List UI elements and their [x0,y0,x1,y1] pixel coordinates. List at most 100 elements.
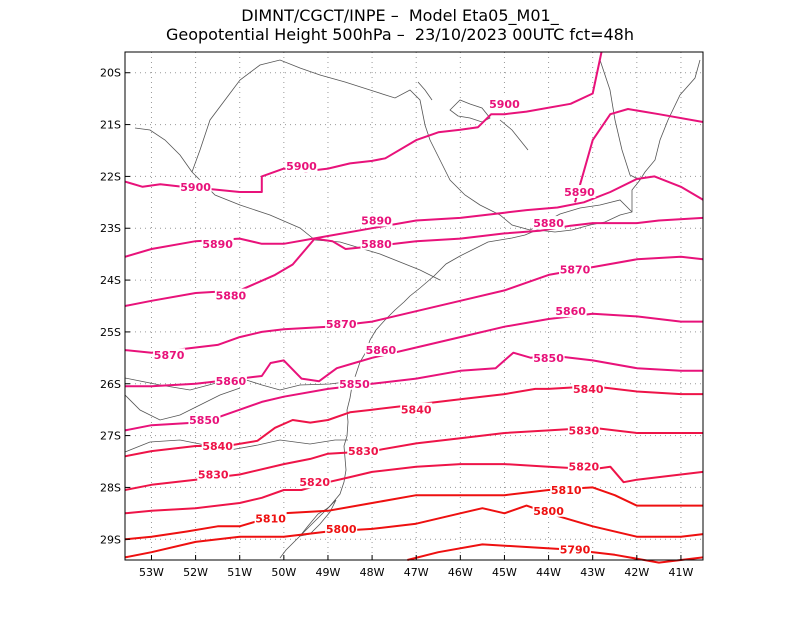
y-tick-label: 20S [100,67,121,80]
state-border-pr-sc [124,377,361,391]
contour-5900 [574,108,704,203]
contour-label-bg [360,236,393,250]
y-tick-label: 27S [100,430,121,443]
contour-label-5840: 5840 [202,440,233,453]
contour-label-5880: 5880 [361,238,392,251]
contour-label-bg [532,503,565,517]
contour-label-bg [214,374,247,388]
contour-label-bg [285,159,318,173]
contour-label-5900: 5900 [180,181,211,194]
contour-label-5860: 5860 [555,305,586,318]
contour-5810 [124,486,703,541]
contour-label-5860: 5860 [216,375,247,388]
contour-label-bg [559,542,592,556]
contour-label-5850: 5850 [189,414,220,427]
y-tick-label: 23S [100,222,121,235]
x-tick-label: 45W [492,566,517,579]
chart-title: DIMNT/CGCT/INPE – Model Eta05_M01_ Geopo… [0,6,800,44]
contour-label-5850: 5850 [533,352,564,365]
y-tick-label: 28S [100,481,121,494]
state-border-pr-sp [191,171,441,281]
y-tick-label: 25S [100,326,121,339]
contour-label-5830: 5830 [198,468,229,481]
state-border-sp-mg [191,59,531,231]
contour-label-5800: 5800 [533,505,564,518]
contour-label-bg [153,348,186,362]
x-tick-label: 41W [669,566,694,579]
contour-5860 [125,312,703,388]
contour-5820 [124,463,704,515]
contour-label-bg [364,343,397,357]
contour-label-bg [488,96,521,110]
coastline-and-borders [124,59,701,559]
contour-labels: 5900 5900 5900 5890 5890 5890 5880 5880 5880 5870… [153,96,605,557]
contour-label-5860: 5860 [366,344,397,357]
contour-label-5810: 5810 [255,513,286,526]
x-axis-ticks: 53W 52W 51W 50W 49W 48W 47W 46W 45W 44W 43W 42W 41W [139,555,693,579]
contour-label-5830: 5830 [348,445,379,458]
title-line-2: Geopotential Height 500hPa – 23/10/2023 … [165,25,634,44]
contour-label-5900: 5900 [489,98,520,111]
contour-label-5880: 5880 [533,217,564,230]
y-axis-ticks: 20S 21S 22S 23S 24S 25S 26S 27S 28S 29S [100,67,130,546]
title-line-1: DIMNT/CGCT/INPE – Model Eta05_M01_ [241,6,559,25]
contour-label-bg [214,288,247,302]
x-tick-label: 42W [624,566,649,579]
contour-label-bg [338,376,371,390]
contour-label-bg [554,304,587,318]
state-border-mg-es [599,59,641,181]
contour-label-bg [400,402,433,416]
state-border-sc-rs [124,439,348,453]
contour-label-bg [201,236,234,250]
contour-5890 [124,175,704,258]
contour-label-bg [550,483,583,497]
contour-label-bg [563,184,596,198]
contour-label-bg [197,467,230,481]
contour-label-bg [360,213,393,227]
lagoa-dos-patos [299,499,337,537]
contour-label-bg [179,179,212,193]
x-tick-label: 51W [227,566,252,579]
contour-label-5820: 5820 [299,476,330,489]
contour-label-bg [325,317,358,331]
x-tick-label: 52W [183,566,208,579]
contour-label-5840: 5840 [401,404,432,417]
contour-label-5830: 5830 [569,424,600,437]
contour-label-5890: 5890 [202,238,233,251]
contour-label-bg [532,350,565,364]
contour-label-5890: 5890 [564,186,595,199]
contour-label-bg [298,475,331,489]
contour-label-bg [254,511,287,525]
x-tick-label: 44W [536,566,561,579]
contour-label-5870: 5870 [560,264,591,277]
contour-label-5810: 5810 [551,484,582,497]
contour-label-5840: 5840 [573,383,604,396]
contour-5880 [124,216,704,307]
x-tick-label: 49W [316,566,341,579]
contour-label-bg [559,262,592,276]
x-tick-label: 53W [139,566,164,579]
contour-5870 [124,255,704,354]
contour-lines [124,51,704,564]
contour-label-bg [532,216,565,230]
contour-label-bg [572,381,605,395]
y-tick-label: 26S [100,378,121,391]
x-tick-label: 47W [404,566,429,579]
contour-5790 [407,543,704,564]
y-tick-label: 29S [100,533,121,546]
contour-label-5820: 5820 [569,461,600,474]
contour-label-bg [201,438,234,452]
contour-label-5870: 5870 [326,318,357,331]
contour-label-bg [567,423,600,437]
y-tick-label: 22S [100,170,121,183]
contour-5800 [124,504,704,559]
contour-label-5890: 5890 [361,214,392,227]
x-tick-label: 46W [448,566,473,579]
contour-label-5900: 5900 [286,160,317,173]
contour-label-5870: 5870 [154,349,185,362]
contour-label-bg [325,521,358,535]
y-tick-label: 24S [100,274,121,287]
reservoirs [417,81,529,151]
x-tick-label: 48W [360,566,385,579]
